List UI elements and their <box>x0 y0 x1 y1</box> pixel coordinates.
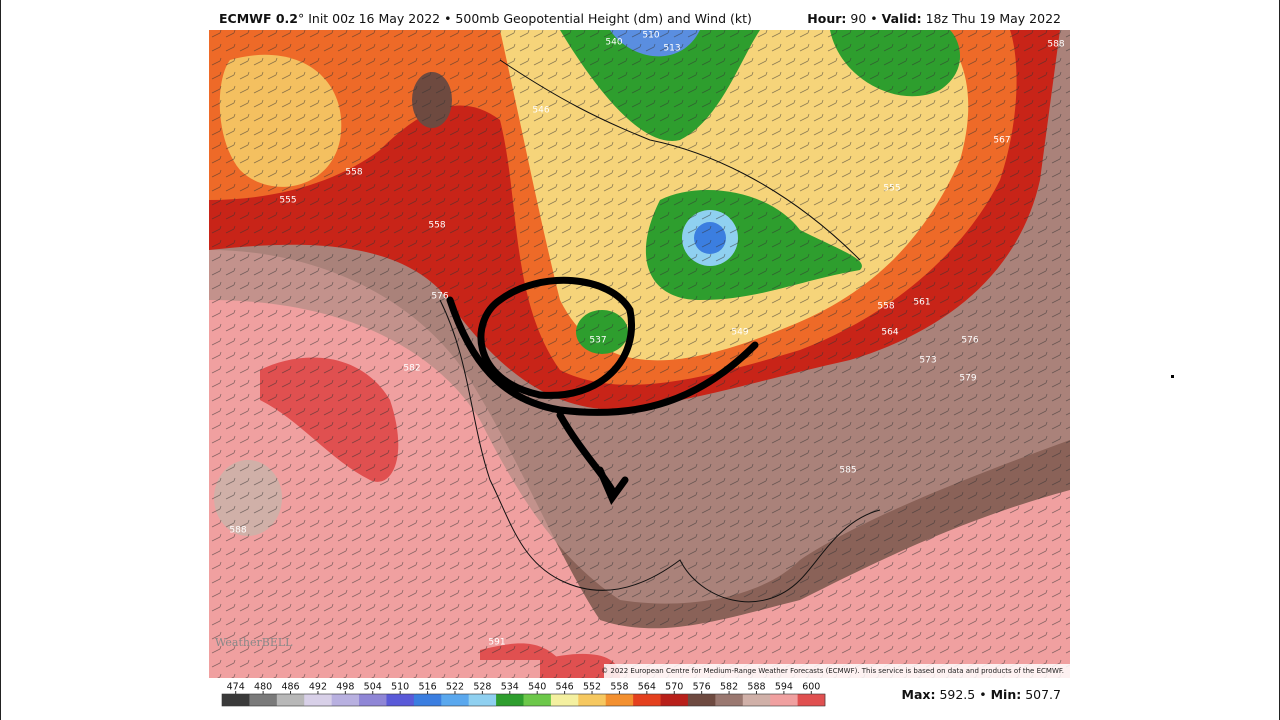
copyright-bg <box>604 664 1070 678</box>
contour-label: 588 <box>229 526 246 536</box>
annotation <box>446 276 759 506</box>
colorbar-segment <box>660 694 689 706</box>
colorbar-label: 528 <box>473 682 491 693</box>
colorbar-label: 480 <box>254 682 272 693</box>
contour-label: 585 <box>839 466 856 476</box>
min: 507.7 <box>1025 687 1061 702</box>
copyright: © 2022 European Centre for Medium-Range … <box>601 667 1064 675</box>
contour-label: 513 <box>663 44 680 54</box>
colorbar-frame <box>221 693 826 707</box>
colorbar-label: 492 <box>309 682 327 693</box>
colorbar-segment <box>441 694 469 706</box>
colorbar-label: 558 <box>610 682 628 693</box>
contour-label: 558 <box>428 221 445 231</box>
colorbar-segment <box>715 694 744 706</box>
contour-label: 576 <box>961 336 978 346</box>
contour-label: 561 <box>913 298 930 308</box>
colorbar-label: 552 <box>583 682 601 693</box>
colorbar-segment <box>742 694 771 706</box>
colorbar-label: 510 <box>391 682 409 693</box>
colorbar-label: 600 <box>802 682 820 693</box>
colorbar-segment <box>496 694 524 706</box>
colorbar-segment <box>222 694 250 706</box>
contour-label: 588 <box>1047 40 1064 50</box>
hour-label: Hour: <box>807 11 846 26</box>
colorbar-label: 588 <box>747 682 765 693</box>
title: ECMWF 0.2° Init 00z 16 May 2022 • 500mb … <box>219 11 752 26</box>
contour-label: 567 <box>993 136 1010 146</box>
colorbar-label: 546 <box>556 682 574 693</box>
contour-label: 582 <box>403 364 420 374</box>
colorbar-label: 594 <box>775 682 793 693</box>
colorbar-label: 576 <box>693 682 711 693</box>
colorbar-segment <box>276 694 305 706</box>
colorbar-label: 516 <box>418 682 436 693</box>
contour-label: 555 <box>883 184 900 194</box>
contour-label: 573 <box>919 356 936 366</box>
colorbar-segment <box>770 694 798 706</box>
description: ° Init 00z 16 May 2022 • 500mb Geopotent… <box>298 11 752 26</box>
dot <box>1171 375 1174 378</box>
contour-label: 540 <box>605 38 622 48</box>
colorbar-segment <box>687 694 716 706</box>
contour-label: 537 <box>589 336 606 346</box>
colorbar-segment <box>578 694 607 706</box>
contour-labels: 555 558 558 540 546 510 513 537 549 555 558 561 564 5… <box>229 31 1064 648</box>
colorbar-segment <box>386 694 415 706</box>
contour-label: 591 <box>488 638 505 648</box>
contour-label: 558 <box>877 302 894 312</box>
contour-label: 576 <box>431 292 448 302</box>
colorbar-segment <box>331 694 360 706</box>
contour-label: 564 <box>881 328 898 338</box>
contour-label: 549 <box>731 328 748 338</box>
contour-label: 558 <box>345 168 362 178</box>
colorbar-segment <box>605 694 634 706</box>
colorbar-label: 570 <box>665 682 683 693</box>
colorbar-label: 582 <box>720 682 738 693</box>
contour-label: 510 <box>642 31 659 41</box>
contour-label: 579 <box>959 374 976 384</box>
colorbar-segment <box>468 694 497 706</box>
colorbar-label: 504 <box>364 682 382 693</box>
colorbar: 474 480 486 492 498 504 510 516 522 528 534 540 546 5… <box>221 682 826 707</box>
colorbar-label: 498 <box>336 682 354 693</box>
separator: • <box>870 11 877 26</box>
separator: • <box>979 687 986 702</box>
colorbar-segment <box>413 694 442 706</box>
coastlines <box>439 59 881 603</box>
colorbar-label: 540 <box>528 682 546 693</box>
map: 555 558 558 540 546 510 513 537 549 555 558 561 564 5… <box>209 30 1070 678</box>
contour-label: 555 <box>279 196 296 206</box>
colorbar-segment <box>523 694 552 706</box>
valid: 18z Thu 19 May 2022 <box>926 11 1061 26</box>
colorbar-segment <box>633 694 661 706</box>
watermark: WeatherBELL <box>215 636 293 649</box>
colorbar-segment <box>797 694 826 706</box>
colorbar-label: 522 <box>446 682 464 693</box>
colorbar-label: 534 <box>501 682 519 693</box>
contour-label: 546 <box>532 106 549 116</box>
min-label: Min: <box>991 687 1022 702</box>
colorbar-label: 486 <box>281 682 299 693</box>
model: ECMWF 0.2 <box>219 11 298 26</box>
colorbar-segment <box>304 694 332 706</box>
max-label: Max: <box>902 687 936 702</box>
colorbar-segment <box>550 694 579 706</box>
valid-label: Valid: <box>882 11 922 26</box>
colorbar-label: 564 <box>638 682 656 693</box>
colorbar-label: 474 <box>227 682 245 693</box>
max: 592.5 <box>939 687 975 702</box>
valid-info: Hour: 90 • Valid: 18z Thu 19 May 2022 <box>807 11 1061 26</box>
colorbar-segment <box>359 694 387 706</box>
colorbar-segment <box>249 694 278 706</box>
hour: 90 <box>850 11 866 26</box>
max-min: Max: 592.5 • Min: 507.7 <box>902 687 1061 702</box>
wind-barbs <box>209 30 1070 678</box>
